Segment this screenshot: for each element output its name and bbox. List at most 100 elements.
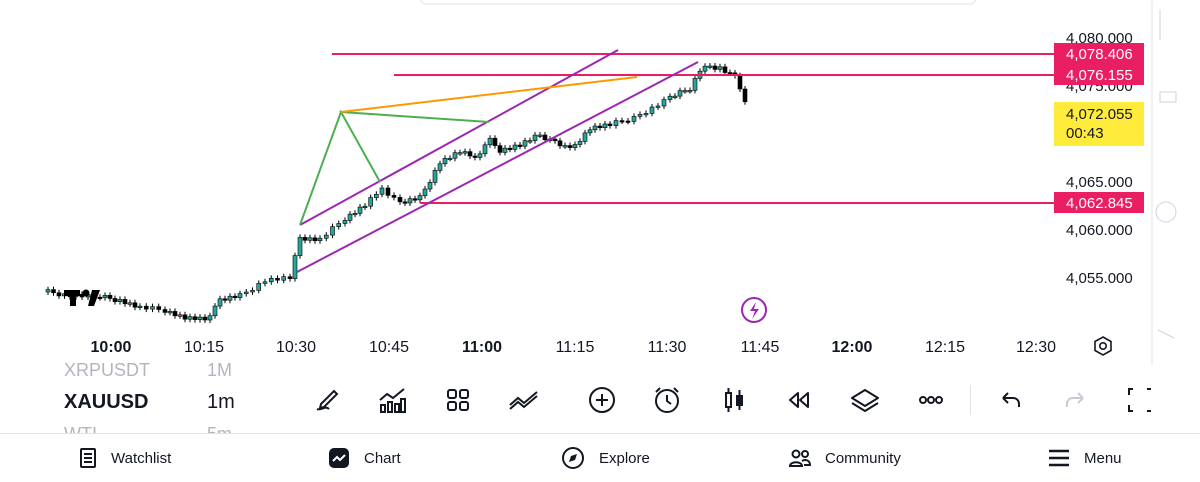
candle-body (447, 157, 453, 160)
more-icon[interactable] (911, 380, 951, 420)
symbol-next-name[interactable]: WTI (64, 424, 97, 434)
layers-icon[interactable] (845, 380, 885, 420)
candle-body (162, 309, 168, 313)
channel-upper-line (299, 49, 619, 226)
candle-body (517, 144, 523, 147)
candle-body (667, 95, 673, 100)
symbol-current-name[interactable]: XAUUSD (64, 391, 149, 413)
candle-body (702, 65, 708, 72)
candle-body (56, 292, 62, 297)
nav-community[interactable]: Community (789, 440, 901, 476)
alarm-icon[interactable] (647, 380, 687, 420)
replay-icon[interactable] (779, 380, 819, 420)
plus-circle-icon[interactable] (582, 380, 622, 420)
candle-body (557, 140, 563, 147)
candle-body (727, 72, 733, 75)
compare-icon[interactable] (504, 380, 544, 420)
nav-community-label: Community (825, 449, 901, 467)
candle-body (597, 125, 603, 129)
price-tag-3: 4,062.845 (1066, 195, 1133, 212)
candle-body (256, 283, 262, 291)
candle-body (477, 153, 483, 158)
candle-body (51, 289, 56, 294)
candle-body (222, 298, 228, 301)
candle-body (422, 188, 428, 196)
candle-body (150, 306, 155, 310)
channel-lower-line (296, 61, 699, 273)
nav-explore[interactable]: Explore (561, 440, 650, 476)
nav-menu[interactable]: Menu (1048, 440, 1122, 476)
candle-body (522, 140, 528, 147)
nav-chart[interactable]: Chart (328, 440, 401, 476)
candle-body (672, 95, 678, 98)
countdown-tag: 00:43 (1066, 125, 1104, 142)
candle-body (107, 295, 113, 299)
candle-body (202, 316, 208, 321)
candle-body (237, 293, 243, 298)
price-label: 4,080.000 (1066, 30, 1133, 47)
candle-body (722, 66, 728, 73)
candle-body (457, 152, 463, 155)
nav-watchlist[interactable]: Watchlist (79, 440, 171, 476)
grid-icon[interactable] (438, 380, 478, 420)
candle-body (243, 291, 249, 294)
candle-body (497, 145, 503, 153)
time-label: 10:45 (369, 339, 409, 356)
candle-body (385, 187, 391, 196)
time-label: 11:45 (741, 339, 780, 356)
candle-body (312, 237, 318, 242)
trend-line-orange (340, 76, 638, 113)
candle-body (182, 314, 188, 320)
candle-body (577, 141, 583, 145)
people-icon (789, 449, 811, 467)
chart-icon (329, 448, 349, 468)
candle-body (402, 201, 408, 204)
candle-body (391, 195, 397, 198)
candle-body (427, 182, 433, 190)
time-label: 10:15 (184, 339, 224, 356)
bottom-nav-divider (0, 433, 1200, 434)
candle-body (742, 88, 748, 103)
symbol-prev-interval: 1M (207, 362, 233, 380)
candle-body (562, 145, 568, 148)
time-axis[interactable]: 10:00 10:15 10:30 10:45 11:00 11:15 11:3… (91, 339, 1057, 356)
indicators-icon[interactable] (372, 380, 412, 420)
candle-body (250, 290, 255, 293)
candle-body (347, 213, 353, 221)
candle-body (482, 144, 488, 155)
nav-chart-label: Chart (364, 449, 401, 467)
candle-body (437, 163, 443, 171)
candle-body (552, 138, 558, 142)
candle-body (687, 90, 693, 93)
candle-body (537, 134, 543, 137)
candle-body (112, 298, 118, 302)
price-chart[interactable]: 4,080.000 4,075.000 4,065.000 4,060.000 … (0, 0, 1200, 365)
redo-icon[interactable] (1056, 380, 1096, 420)
settings-gear-icon[interactable] (1094, 336, 1112, 356)
candle-body (197, 316, 203, 320)
price-axis[interactable]: 4,080.000 4,075.000 4,065.000 4,060.000 … (1066, 30, 1133, 287)
watchlist-icon (80, 448, 96, 468)
symbol-prev[interactable]: XRPUSDT (64, 362, 150, 381)
price-label: 4,065.000 (1066, 174, 1133, 191)
symbol-picker[interactable]: XRPUSDT 1M XAUUSD 1m WTI 5m (48, 362, 298, 434)
fullscreen-icon[interactable] (1120, 380, 1160, 420)
candle-body (602, 123, 608, 128)
undo-icon[interactable] (990, 380, 1030, 420)
symbol-current-interval[interactable]: 1m (207, 391, 235, 413)
candle-body (336, 223, 342, 227)
candle-body (542, 134, 548, 141)
time-label: 11:30 (648, 339, 687, 356)
flash-icon[interactable] (741, 297, 767, 323)
candle-body (297, 237, 303, 256)
candle-body (143, 305, 149, 310)
candle-body (619, 120, 625, 123)
candles-icon[interactable] (714, 380, 754, 420)
time-label: 11:00 (462, 339, 502, 356)
right-panel-icon-bottom (1157, 329, 1175, 339)
pencil-icon[interactable] (307, 380, 347, 420)
tradingview-logo (64, 289, 100, 306)
time-label: 10:30 (276, 339, 316, 356)
candle-body (737, 75, 743, 90)
nav-menu-label: Menu (1084, 449, 1122, 467)
